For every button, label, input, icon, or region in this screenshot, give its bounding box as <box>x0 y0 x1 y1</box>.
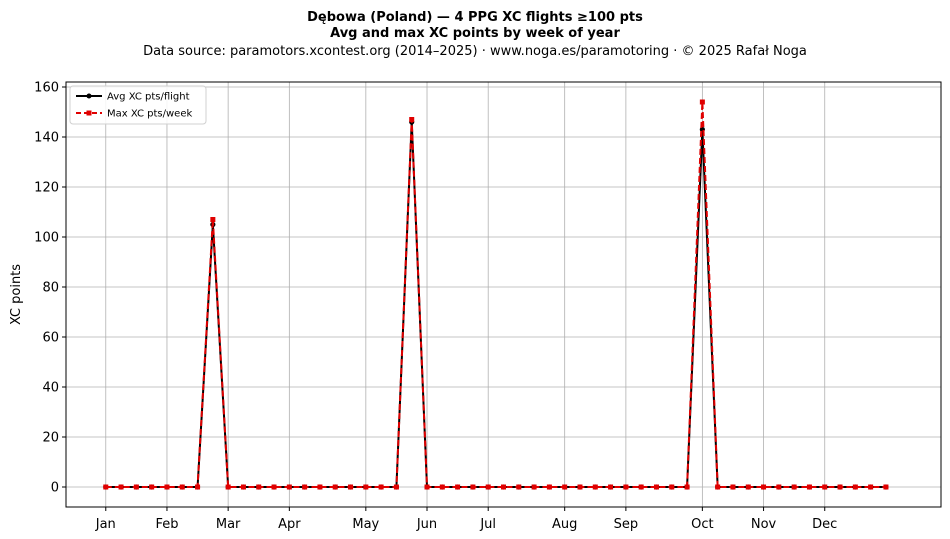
chart-title: Dębowa (Poland) — 4 PPG XC flights ≥100 … <box>307 10 643 25</box>
data-point-max <box>806 484 812 490</box>
data-point-max <box>592 484 598 490</box>
chart-subtitle: Data source: paramotors.xcontest.org (20… <box>143 44 807 59</box>
data-point-max <box>348 484 354 490</box>
y-tick-label: 40 <box>42 381 59 396</box>
x-axis: Jan Feb Mar Apr May Jun Jul Aug Sep Oct Nov Dec <box>95 507 837 532</box>
x-tick-label: Aug <box>552 517 577 532</box>
data-point-max <box>133 484 139 490</box>
x-tick-label: Jan <box>95 517 116 532</box>
data-point-max <box>791 484 797 490</box>
data-point-max <box>562 484 568 490</box>
chart-title-line2: Avg and max XC points by week of year <box>330 26 620 41</box>
x-tick-label: Dec <box>812 517 837 532</box>
data-point-max <box>684 484 690 490</box>
data-point-max <box>669 484 675 490</box>
data-point-max <box>393 484 399 490</box>
data-point-max <box>485 484 491 490</box>
legend-marker-max <box>86 110 92 116</box>
data-point-max <box>715 484 721 490</box>
data-point-max <box>516 484 522 490</box>
plot-frame <box>65 81 942 508</box>
data-point-max <box>302 484 308 490</box>
data-point-max <box>240 484 246 490</box>
data-point-max <box>653 484 659 490</box>
data-point-max <box>577 484 583 490</box>
legend-label-avg: Avg XC pts/flight <box>107 92 190 103</box>
y-tick-label: 120 <box>34 181 59 196</box>
data-point-max <box>195 484 201 490</box>
data-point-max <box>149 484 155 490</box>
legend-box <box>69 85 207 125</box>
data-point-max <box>470 484 476 490</box>
data-point-max <box>745 484 751 490</box>
y-tick-label: 80 <box>42 281 59 296</box>
y-tick-label: 160 <box>34 81 59 96</box>
data-point-max <box>179 484 185 490</box>
data-point-max <box>455 484 461 490</box>
legend-label-max: Max XC pts/week <box>107 109 192 120</box>
data-point-max <box>531 484 537 490</box>
legend: Avg XC pts/flight Max XC pts/week <box>69 85 207 125</box>
data-point-max <box>409 117 415 122</box>
data-point-max <box>623 484 629 490</box>
data-point-max <box>317 484 323 490</box>
data-point-max <box>210 217 216 222</box>
series-layer <box>103 99 889 490</box>
x-tick-label: Jun <box>416 517 437 532</box>
data-point-max <box>332 484 338 490</box>
data-point-max <box>883 484 889 490</box>
data-point-max <box>271 484 277 490</box>
data-point-max <box>286 484 292 490</box>
data-point-max <box>103 484 109 490</box>
data-point-max <box>776 484 782 490</box>
data-point-max <box>822 484 828 490</box>
data-point-max <box>761 484 767 490</box>
data-point-max <box>608 484 614 490</box>
y-axis: 0 20 40 60 80 100 120 140 160 <box>34 81 66 496</box>
grid <box>66 82 941 507</box>
x-tick-label: Nov <box>751 517 777 532</box>
data-point-max <box>837 484 843 490</box>
x-tick-label: Feb <box>155 517 178 532</box>
data-point-max <box>638 484 644 490</box>
y-tick-label: 100 <box>34 231 59 246</box>
data-point-max <box>424 484 430 490</box>
y-tick-label: 140 <box>34 131 59 146</box>
x-tick-label: Mar <box>216 517 241 532</box>
x-tick-label: Apr <box>278 517 301 532</box>
data-point-max <box>730 484 736 490</box>
data-point-max <box>256 484 262 490</box>
x-tick-label: Jul <box>479 517 496 532</box>
data-point-max <box>164 484 170 490</box>
legend-marker-avg <box>86 93 92 99</box>
data-point-max <box>852 484 858 490</box>
data-point-max <box>225 484 231 490</box>
data-point-max <box>378 484 384 490</box>
x-tick-label: Sep <box>614 517 639 532</box>
x-tick-label: Oct <box>691 517 713 532</box>
data-point-max <box>546 484 552 490</box>
data-point-max <box>118 484 124 490</box>
data-point-max <box>699 99 705 105</box>
data-point-max <box>439 484 445 490</box>
data-point-max <box>501 484 506 490</box>
series-line-0 <box>105 121 886 488</box>
x-tick-label: May <box>352 517 379 532</box>
y-axis-label: XC points <box>9 264 24 325</box>
data-point-max <box>868 484 874 490</box>
series-line-1 <box>105 101 886 488</box>
data-point-max <box>363 484 369 490</box>
y-tick-label: 60 <box>42 331 59 346</box>
y-tick-label: 20 <box>42 431 59 446</box>
y-tick-label: 0 <box>51 481 59 496</box>
